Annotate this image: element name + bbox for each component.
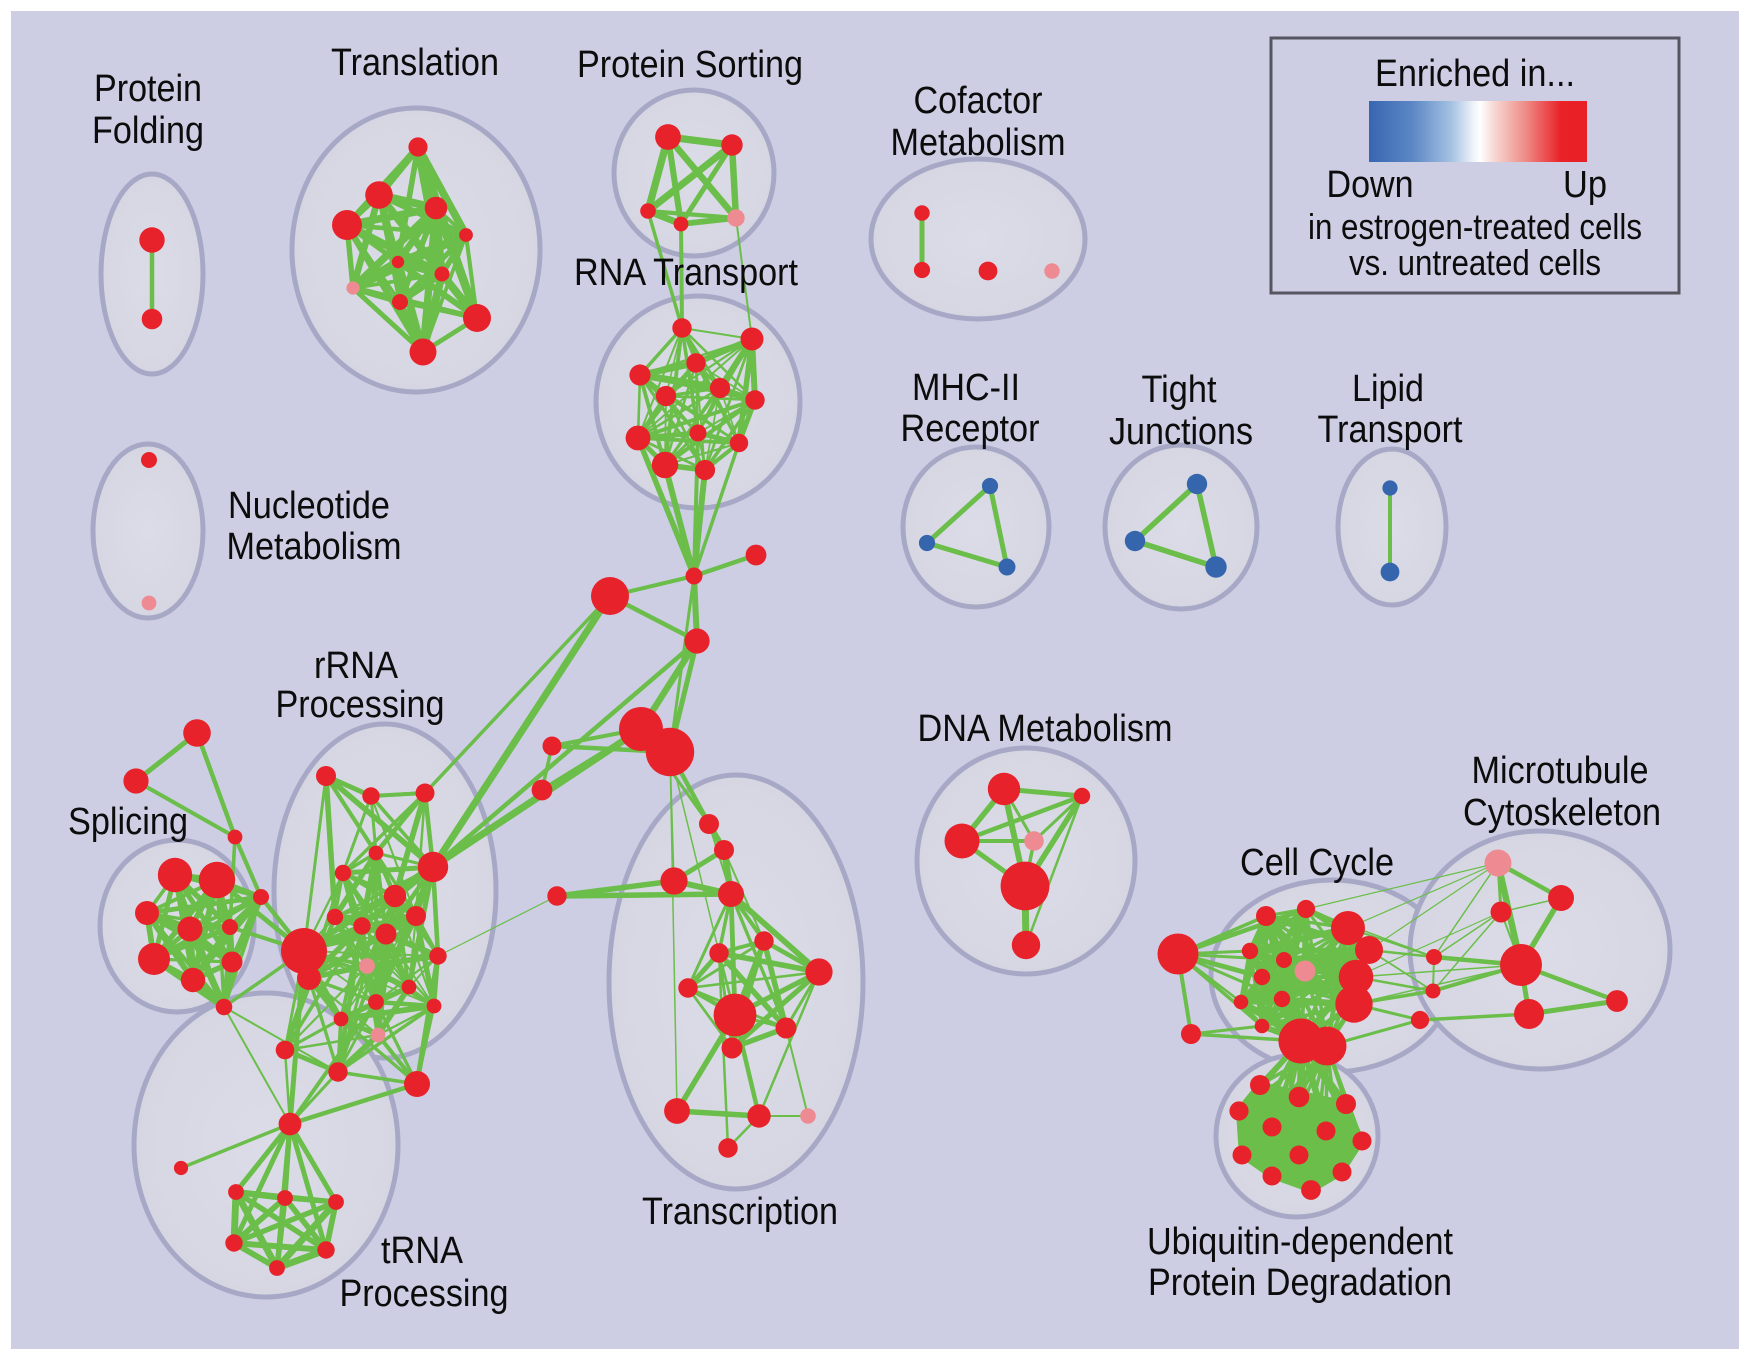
svg-text:rRNA: rRNA (314, 645, 399, 687)
svg-text:Protein Sorting: Protein Sorting (577, 44, 803, 86)
svg-text:Protein Degradation: Protein Degradation (1148, 1262, 1452, 1304)
svg-text:Cofactor: Cofactor (914, 80, 1043, 122)
svg-text:RNA Transport: RNA Transport (574, 252, 798, 294)
svg-text:Processing: Processing (340, 1273, 509, 1315)
svg-text:MHC-II: MHC-II (912, 367, 1020, 409)
svg-text:Lipid: Lipid (1352, 368, 1424, 410)
svg-text:Transport: Transport (1318, 409, 1463, 451)
svg-text:Splicing: Splicing (68, 801, 188, 843)
svg-text:Folding: Folding (92, 110, 204, 152)
svg-text:Junctions: Junctions (1109, 411, 1253, 453)
svg-text:tRNA: tRNA (381, 1230, 464, 1272)
svg-text:Up: Up (1563, 164, 1607, 206)
svg-text:vs. untreated cells: vs. untreated cells (1349, 242, 1601, 283)
svg-text:Receptor: Receptor (901, 408, 1040, 450)
svg-text:Tight: Tight (1142, 369, 1217, 411)
svg-text:Cytoskeleton: Cytoskeleton (1463, 792, 1661, 834)
svg-text:Down: Down (1327, 164, 1414, 206)
svg-text:Transcription: Transcription (642, 1191, 838, 1233)
svg-text:Microtubule: Microtubule (1472, 750, 1649, 792)
svg-text:Translation: Translation (331, 42, 499, 84)
svg-text:in estrogen-treated cells: in estrogen-treated cells (1308, 206, 1642, 247)
svg-text:Metabolism: Metabolism (227, 526, 402, 568)
svg-text:Protein: Protein (94, 68, 202, 110)
svg-text:Nucleotide: Nucleotide (228, 485, 390, 527)
svg-text:DNA Metabolism: DNA Metabolism (918, 708, 1173, 750)
svg-text:Cell Cycle: Cell Cycle (1240, 842, 1394, 884)
svg-text:Metabolism: Metabolism (891, 122, 1066, 164)
svg-text:Enriched in...: Enriched in... (1375, 53, 1575, 95)
svg-text:Ubiquitin-dependent: Ubiquitin-dependent (1147, 1221, 1453, 1263)
svg-text:Processing: Processing (276, 684, 445, 726)
